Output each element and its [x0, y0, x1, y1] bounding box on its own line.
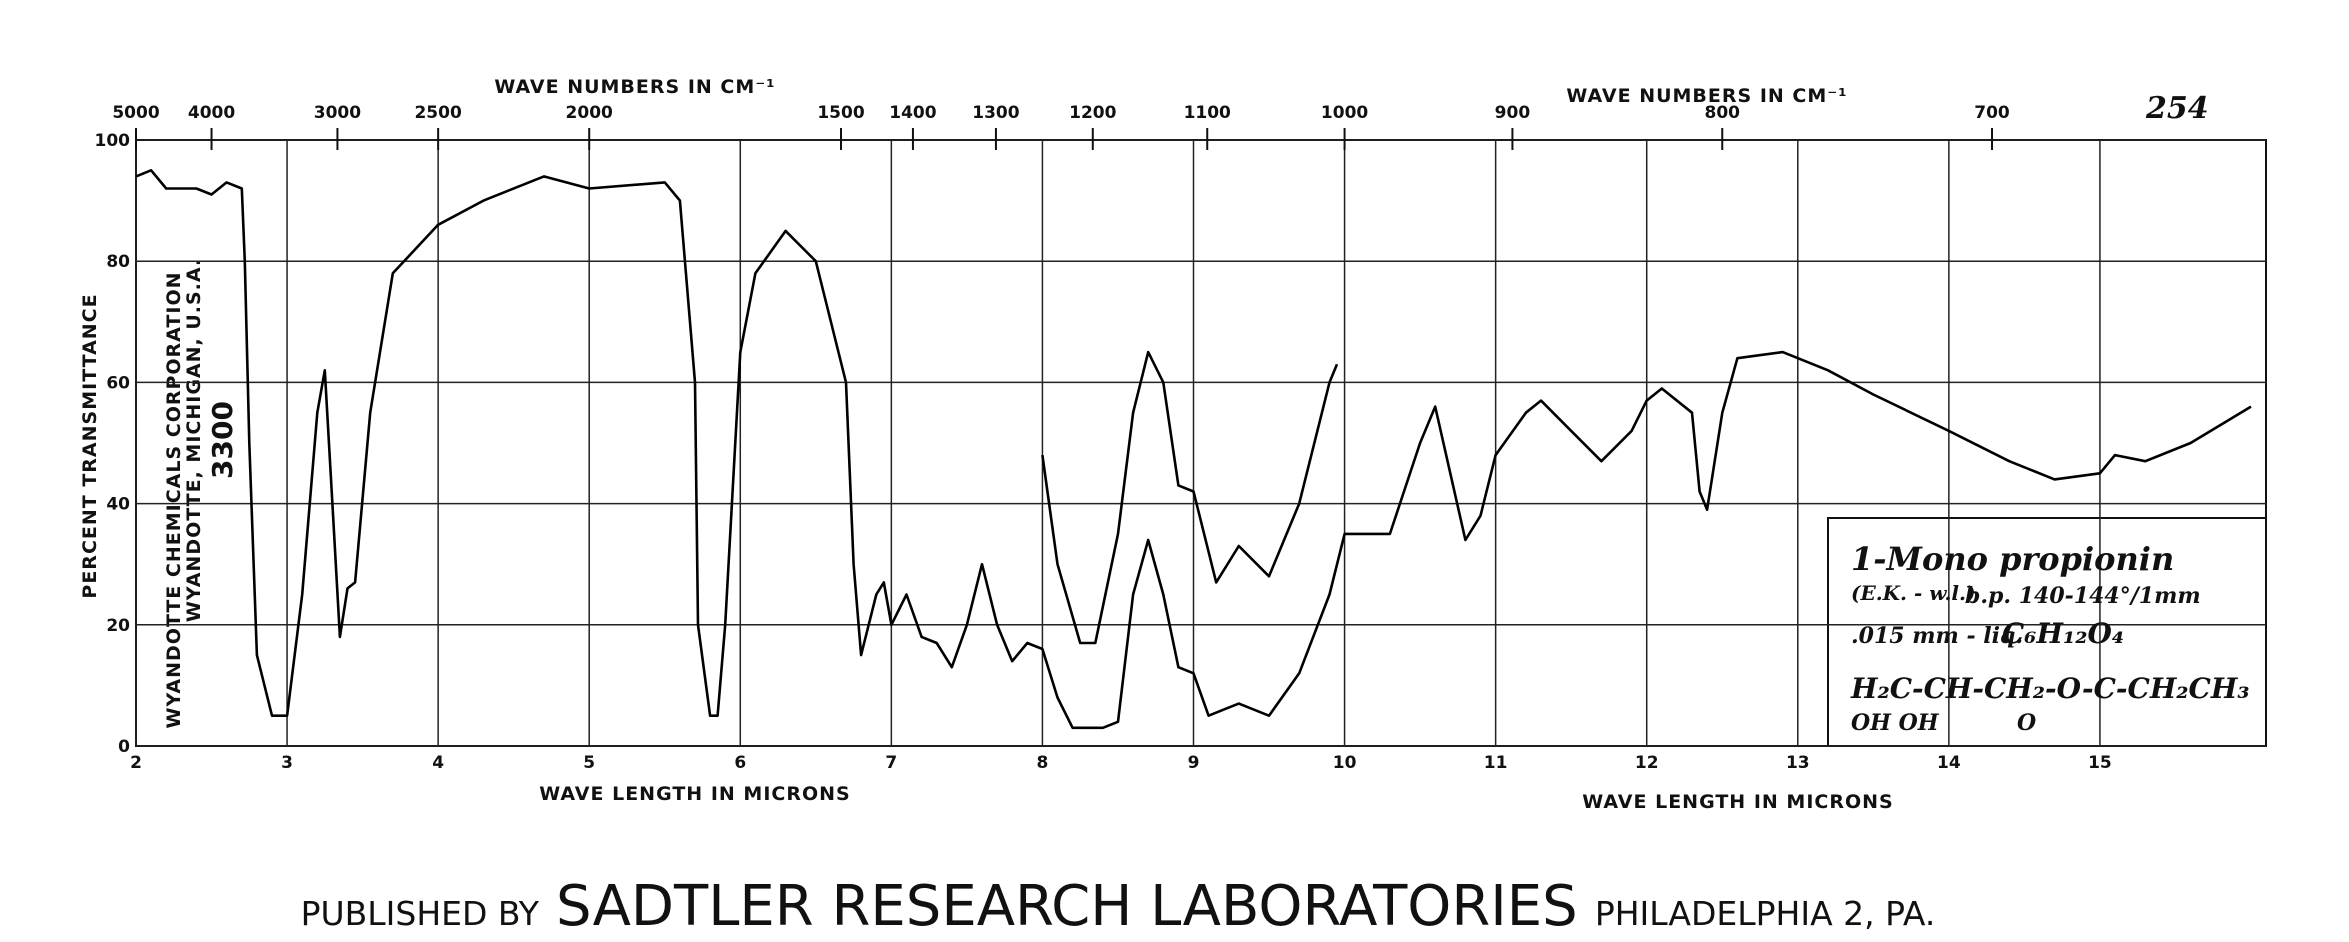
- x-tick-label: 7: [885, 753, 897, 773]
- footer-part: PUBLISHED BY: [301, 894, 540, 933]
- annotation: .015 mm - liq.: [1851, 623, 2023, 649]
- x2-axis-label: WAVE NUMBERS IN CM⁻¹: [1566, 85, 1847, 107]
- x-tick-label: 12: [1635, 753, 1659, 773]
- x-tick-label: 11: [1484, 753, 1508, 773]
- x2-tick-label: 4000: [188, 103, 235, 123]
- x2-tick-label: 2500: [414, 103, 461, 123]
- x-tick-label: 10: [1333, 753, 1357, 773]
- footer-part: SADTLER RESEARCH LABORATORIES: [556, 874, 1578, 939]
- catalog-number: 254: [2145, 91, 2209, 126]
- x-tick-label: 15: [2088, 753, 2112, 773]
- x2-tick-label: 3000: [314, 103, 361, 123]
- x2-tick-label: 1500: [817, 103, 864, 123]
- annotation: O: [2017, 710, 2036, 736]
- x-axis-label: WAVE LENGTH IN MICRONS: [1582, 791, 1893, 813]
- x2-axis-label: WAVE NUMBERS IN CM⁻¹: [494, 76, 775, 98]
- x-tick-label: 13: [1786, 753, 1810, 773]
- x2-tick-label: 1200: [1069, 103, 1116, 123]
- x2-tick-label: 2000: [566, 103, 613, 123]
- annotation: H₂C-CH-CH₂-O-C-CH₂CH₃: [1850, 672, 2250, 705]
- annotation: b.p. 140-144°/1mm: [1965, 583, 2201, 609]
- x-tick-label: 8: [1037, 753, 1049, 773]
- source-line: WYANDOTTE CHEMICALS CORPORATION: [163, 272, 185, 729]
- annotation: OH OH: [1851, 710, 1940, 736]
- x-tick-label: 9: [1188, 753, 1200, 773]
- x2-tick-label: 1400: [889, 103, 936, 123]
- x2-tick-label: 700: [1974, 103, 2010, 123]
- footer-part: PHILADELPHIA 2, PA.: [1595, 894, 1936, 933]
- y-tick-label: 40: [106, 495, 130, 515]
- x2-tick-label: 5000: [112, 103, 159, 123]
- x-tick-label: 2: [130, 753, 142, 773]
- source-line: WYANDOTTE, MICHIGAN, U.S.A.: [183, 258, 205, 622]
- y-tick-label: 60: [106, 373, 130, 393]
- x-tick-label: 6: [734, 753, 746, 773]
- footer: PUBLISHED BY SADTLER RESEARCH LABORATORI…: [301, 874, 1936, 939]
- y-tick-label: 80: [106, 252, 130, 272]
- x-tick-label: 4: [432, 753, 444, 773]
- spectrum-line: [1041, 350, 1339, 645]
- annotation: C₆H₁₂O₄: [2002, 617, 2124, 650]
- x-tick-label: 5: [583, 753, 595, 773]
- annotation: 1-Mono propionin: [1851, 540, 2174, 578]
- x-tick-label: 3: [281, 753, 293, 773]
- y-tick-label: 20: [106, 616, 130, 636]
- x2-tick-label: 800: [1705, 103, 1741, 123]
- y-tick-label: 0: [118, 737, 130, 757]
- y-axis-label: PERCENT TRANSMITTANCE: [79, 293, 101, 598]
- x-tick-label: 14: [1937, 753, 1961, 773]
- x2-tick-label: 1300: [972, 103, 1019, 123]
- annotation: (E.K. - w.l.): [1851, 581, 1975, 605]
- x2-tick-label: 1100: [1184, 103, 1231, 123]
- spectrum-line: [135, 169, 2252, 730]
- y-tick-label: 100: [95, 131, 131, 151]
- x2-tick-label: 900: [1495, 103, 1531, 123]
- source-line: 3300: [206, 401, 239, 479]
- x2-tick-label: 1000: [1321, 103, 1368, 123]
- x-axis-label: WAVE LENGTH IN MICRONS: [539, 783, 850, 805]
